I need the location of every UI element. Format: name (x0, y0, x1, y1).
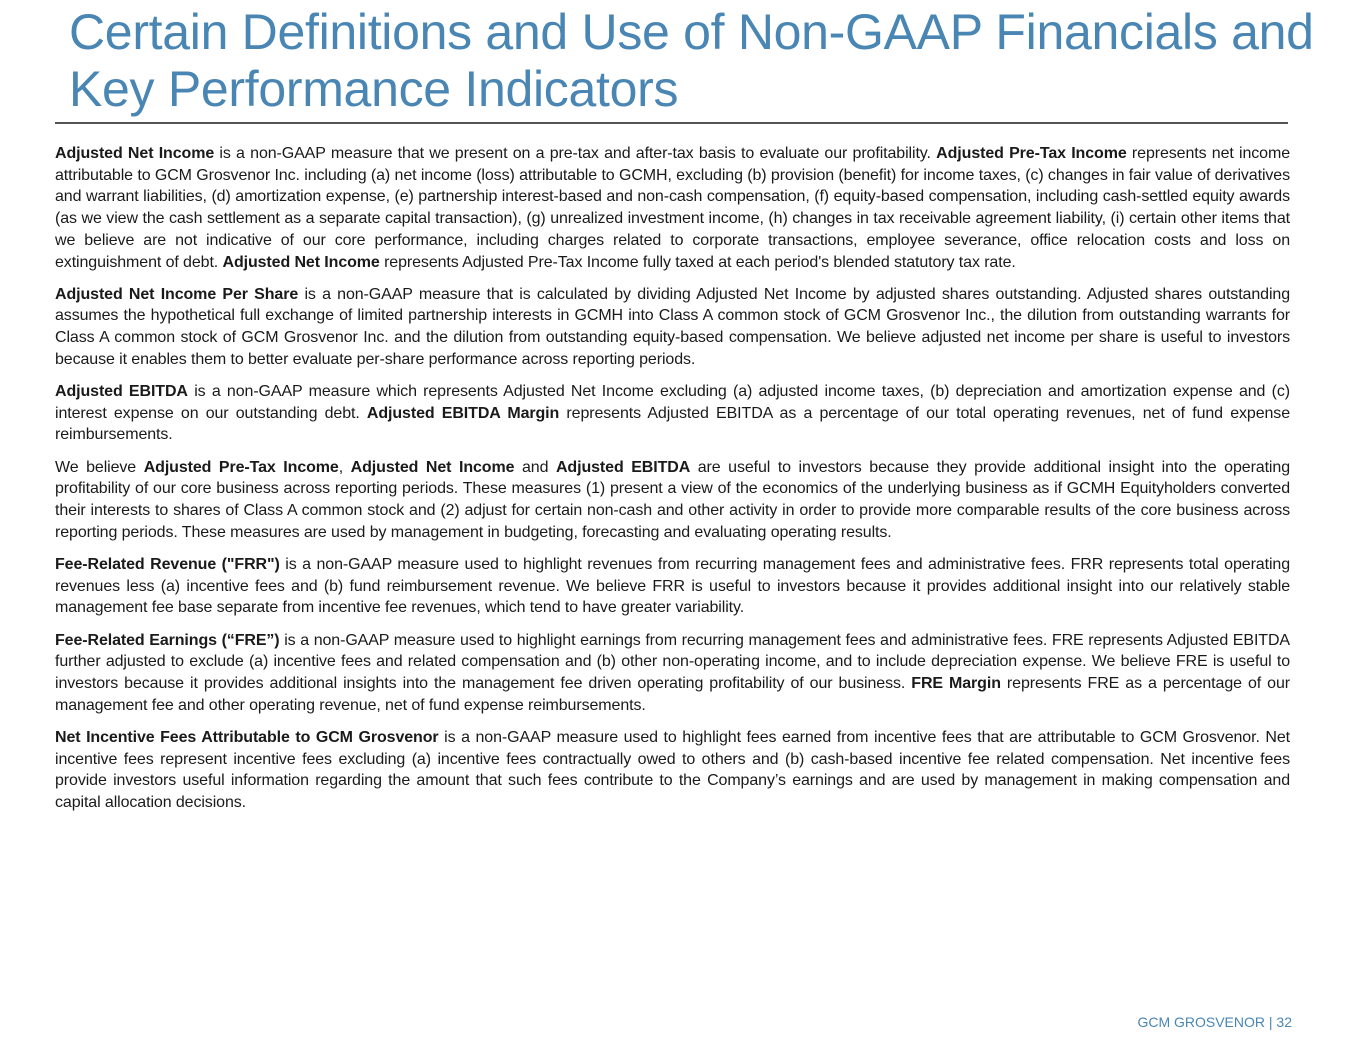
paragraph-text: is a non-GAAP measure that is calculated… (55, 285, 1290, 368)
definition-paragraph: Net Incentive Fees Attributable to GCM G… (55, 727, 1290, 814)
defined-term: Adjusted EBITDA (55, 383, 188, 401)
paragraph-text: is a non-GAAP measure that we present on… (214, 145, 937, 162)
paragraph-text: represents Adjusted EBITDA as a percenta… (55, 404, 1290, 444)
defined-term: FRE Margin (911, 674, 1001, 692)
paragraph-text: is a non-GAAP measure used to highlight … (55, 728, 1290, 811)
defined-term: Adjusted EBITDA (555, 458, 691, 476)
defined-term: Net Incentive Fees Attributable to GCM G… (55, 728, 439, 746)
paragraph-text: represents Adjusted Pre-Tax Income fully… (379, 253, 1016, 271)
defined-term: Fee-Related Earnings (“FRE”) (55, 631, 280, 649)
paragraph-text: We believe (55, 458, 144, 476)
definition-paragraph: Adjusted Net Income Per Share is a non-G… (55, 284, 1290, 371)
paragraph-text: , (338, 458, 351, 476)
definition-paragraph: Fee-Related Revenue ("FRR") is a non-GAA… (55, 554, 1290, 619)
footer-page-label: GCM GROSVENOR | 32 (1137, 1014, 1292, 1030)
definition-paragraph: Fee-Related Earnings (“FRE”) is a non-GA… (55, 630, 1290, 717)
defined-term: Adjusted Net Income (350, 458, 515, 476)
paragraph-text: is a non-GAAP measure used to highlight … (55, 631, 1290, 692)
page-title: Certain Definitions and Use of Non-GAAP … (69, 4, 1314, 117)
definition-paragraph: We believe Adjusted Pre-Tax Income, Adju… (55, 457, 1290, 544)
paragraph-text: is a non-GAAP measure used to highlight … (55, 555, 1291, 617)
definitions-body: Adjusted Net Income is a non-GAAP measur… (55, 143, 1290, 824)
definition-paragraph: Adjusted Net Income is a non-GAAP measur… (55, 143, 1290, 273)
paragraph-text: represents FRE as a percentage of our ma… (55, 674, 1290, 714)
defined-term: Adjusted Pre-Tax Income (143, 458, 339, 476)
defined-term: Adjusted Net Income (222, 253, 380, 271)
paragraph-text: are useful to investors because they pro… (55, 458, 1290, 541)
definition-paragraph: Adjusted EBITDA is a non-GAAP measure wh… (55, 381, 1290, 446)
defined-term: Adjusted Net Income Per Share (55, 285, 299, 303)
paragraph-text: represents net income attributable to GC… (55, 145, 1291, 271)
paragraph-text: is a non-GAAP measure which represents A… (55, 383, 1291, 422)
defined-term: Adjusted Pre-Tax Income (936, 145, 1127, 162)
title-divider (55, 122, 1288, 124)
defined-term: Adjusted Net Income (55, 145, 215, 162)
paragraph-text: and (514, 458, 556, 476)
defined-term: Fee-Related Revenue ("FRR") (55, 555, 280, 573)
defined-term: Adjusted EBITDA Margin (366, 404, 560, 422)
